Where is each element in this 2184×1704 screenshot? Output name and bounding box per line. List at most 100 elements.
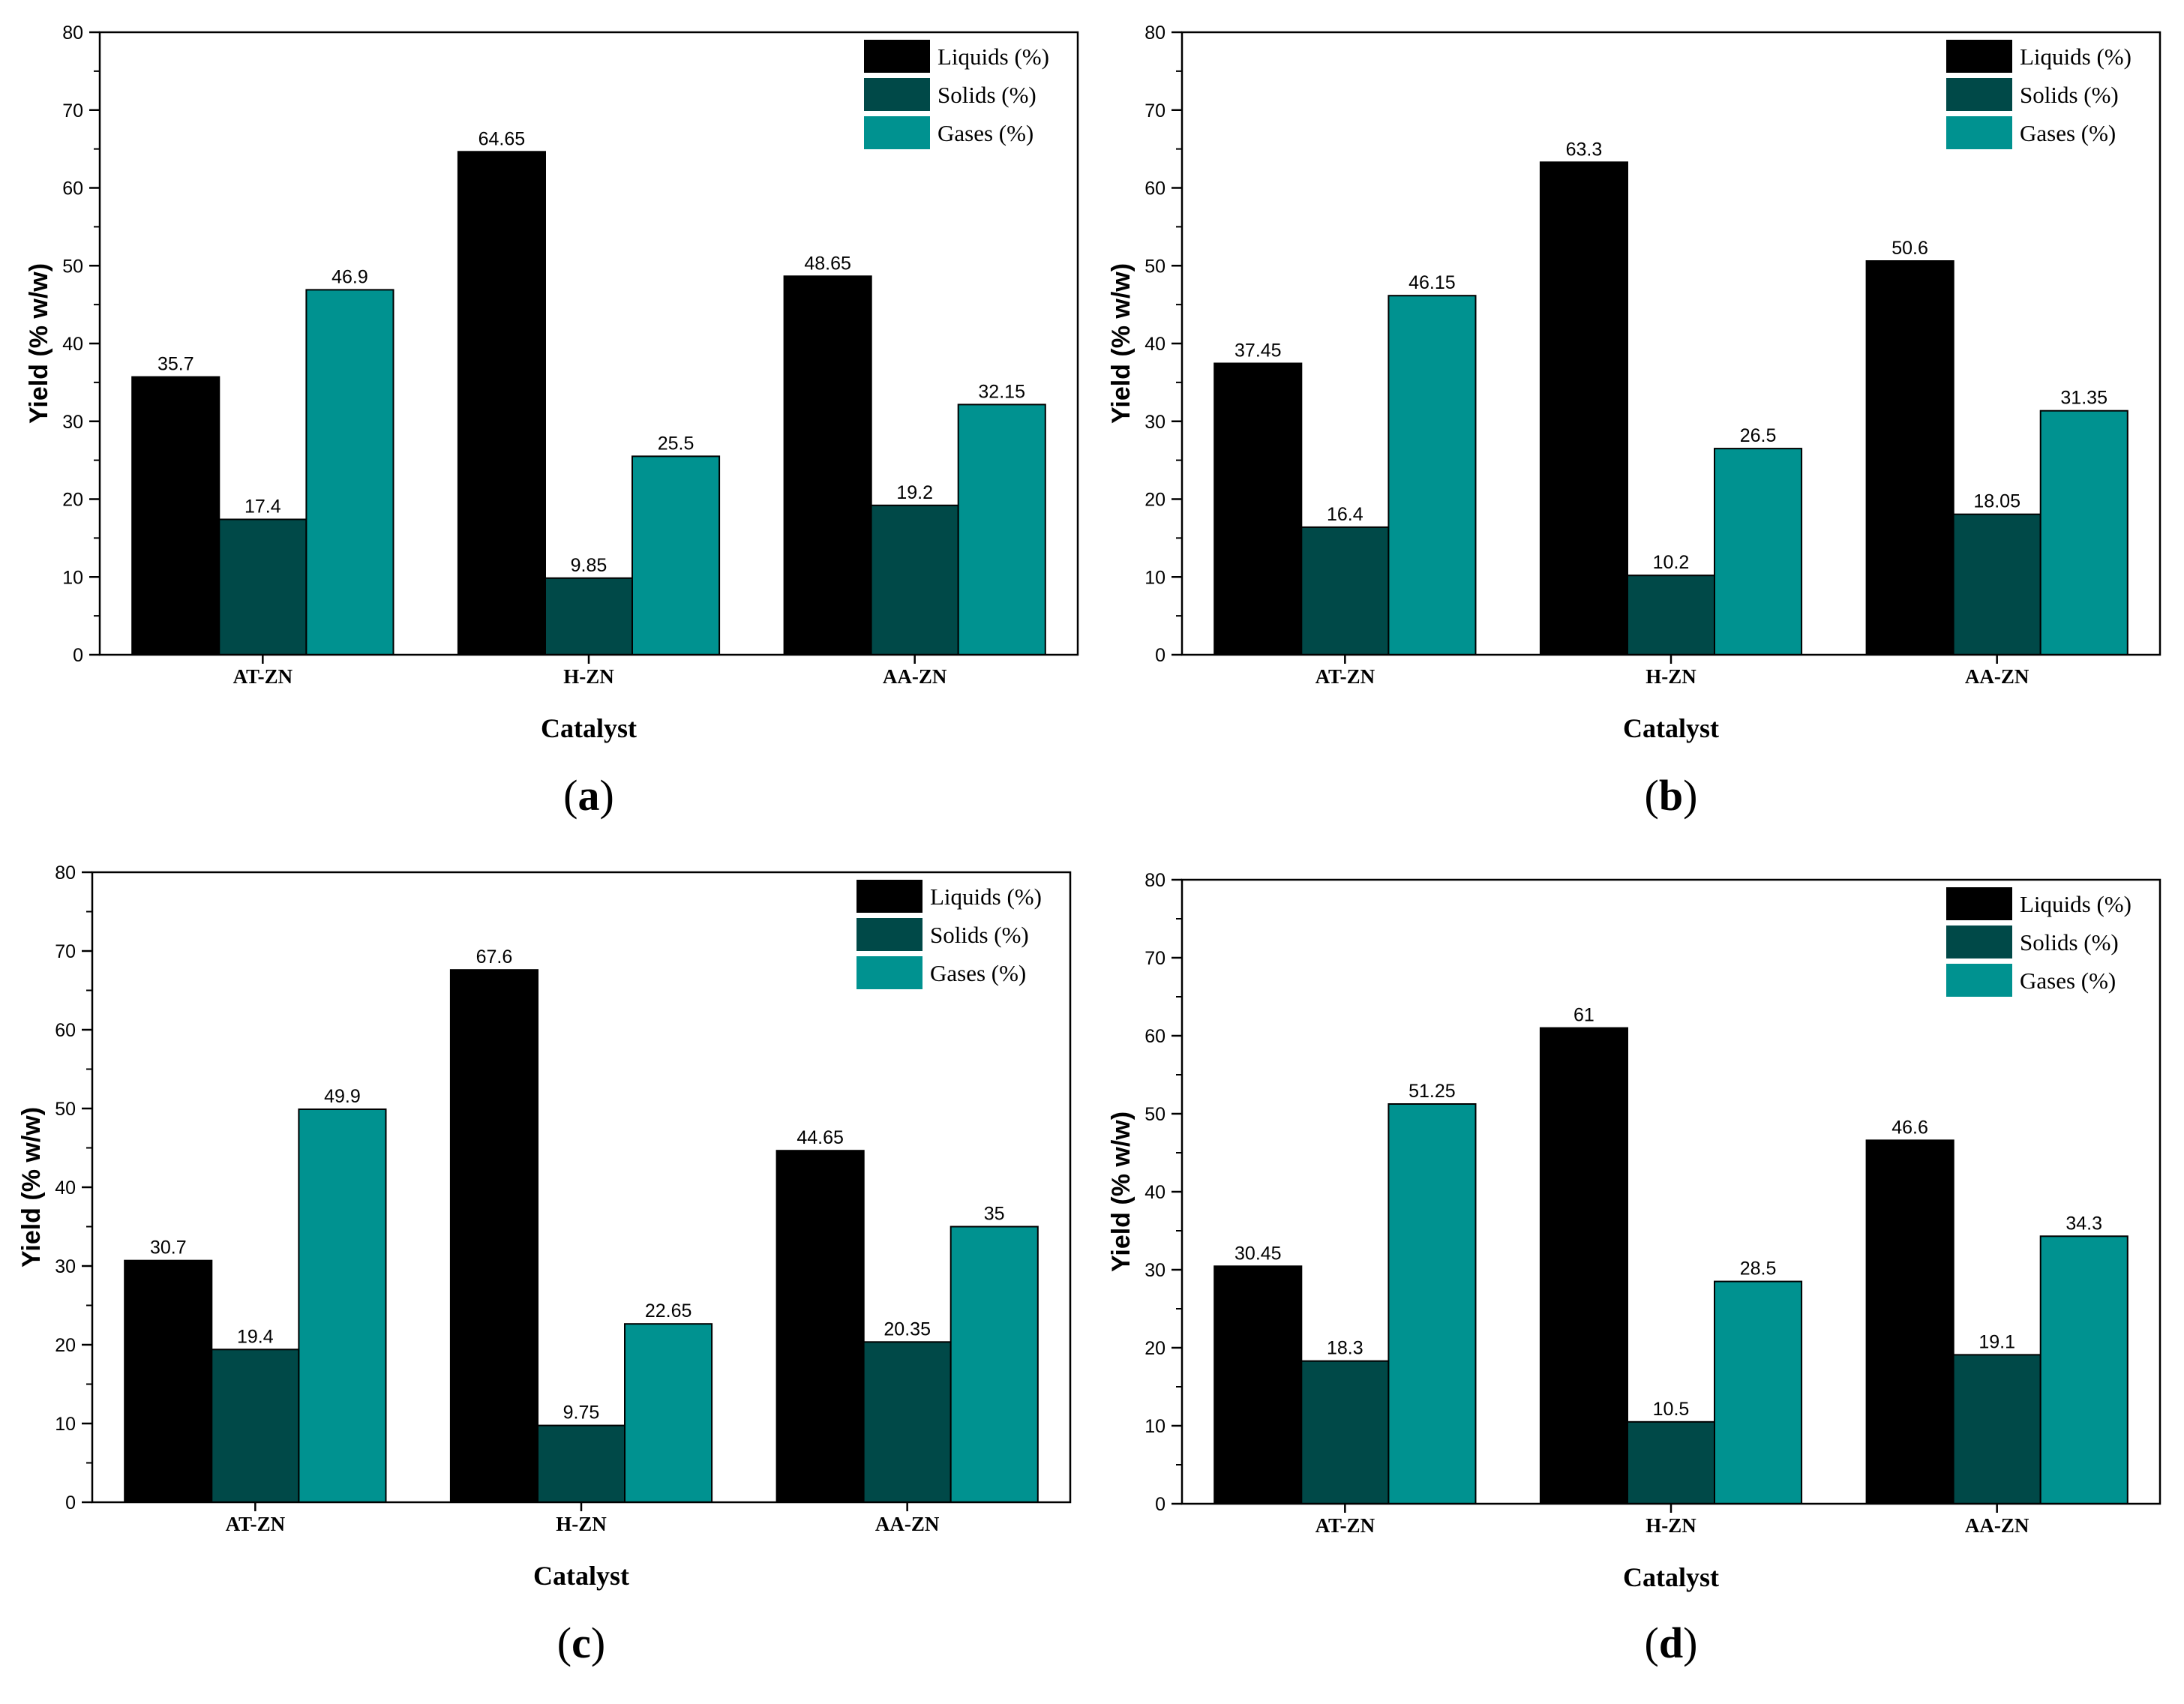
bar-liquids-h-zn bbox=[449, 969, 539, 1503]
bar-gases-aa-zn bbox=[957, 404, 1046, 656]
legend-swatch-liquids bbox=[1946, 40, 2012, 73]
bar-solids-at-zn bbox=[1300, 526, 1390, 656]
data-label: 61 bbox=[1574, 1005, 1594, 1026]
bar-solids-h-zn bbox=[1627, 574, 1716, 656]
y-tick-label: 0 bbox=[1155, 645, 1166, 666]
bar-gases-at-zn bbox=[305, 289, 394, 656]
bar-liquids-at-zn bbox=[1214, 1265, 1303, 1505]
legend-swatch-solids bbox=[856, 918, 922, 951]
bar-gases-h-zn bbox=[1714, 1280, 1803, 1504]
data-label: 50.6 bbox=[1892, 238, 1928, 259]
x-category-label: AT-ZN bbox=[233, 665, 293, 688]
x-category-label: AT-ZN bbox=[1316, 1514, 1376, 1537]
legend-label-liquids: Liquids (%) bbox=[2020, 891, 2132, 917]
chart-panel-a: 35.7 64.65 48.65 17.4 9.85 19.2 46.9 25.5 32.15 0… bbox=[25, 22, 1079, 820]
y-tick-label: 40 bbox=[1144, 334, 1166, 355]
bar-liquids-aa-zn bbox=[1865, 1139, 1954, 1505]
legend-swatch-liquids bbox=[864, 40, 930, 73]
x-axis-title: Catalyst bbox=[533, 1561, 629, 1591]
legend-label-solids: Solids (%) bbox=[930, 922, 1029, 948]
data-label: 34.3 bbox=[2066, 1213, 2102, 1234]
y-tick-label: 50 bbox=[62, 256, 83, 277]
y-axis-title: Yield (% w/w) bbox=[25, 263, 53, 424]
legend-swatch-liquids bbox=[856, 880, 922, 913]
bar-solids-h-zn bbox=[1627, 1420, 1716, 1505]
y-tick-label: 70 bbox=[55, 941, 76, 962]
data-label: 32.15 bbox=[978, 381, 1025, 402]
chart-panel-d: 30.45 61 46.6 18.3 10.5 19.1 51.25 28.5 34.3 0 10 2… bbox=[1107, 870, 2162, 1667]
bar-gases-at-zn bbox=[1388, 295, 1477, 656]
y-tick-label: 20 bbox=[62, 490, 83, 511]
data-label: 22.65 bbox=[645, 1300, 692, 1322]
data-label: 46.15 bbox=[1408, 272, 1456, 293]
data-label: 30.7 bbox=[150, 1238, 187, 1258]
legend-swatch-solids bbox=[1946, 78, 2012, 111]
x-axis-title: Catalyst bbox=[1623, 1562, 1719, 1592]
data-label: 44.65 bbox=[796, 1127, 844, 1148]
bar-solids-at-zn bbox=[218, 518, 308, 656]
y-tick-label: 60 bbox=[55, 1020, 76, 1041]
x-axis-title: Catalyst bbox=[541, 713, 637, 743]
data-label: 37.45 bbox=[1234, 340, 1282, 362]
bar-gases-aa-zn bbox=[2039, 1235, 2128, 1505]
x-category-label: H-ZN bbox=[1646, 1514, 1696, 1537]
data-label: 10.5 bbox=[1653, 1399, 1690, 1420]
legend-swatch-solids bbox=[1946, 926, 2012, 958]
y-tick-label: 10 bbox=[1144, 567, 1166, 588]
y-tick-label: 70 bbox=[1144, 948, 1166, 969]
data-label: 28.5 bbox=[1740, 1258, 1777, 1280]
legend-swatch-gases bbox=[1946, 964, 2012, 997]
data-label: 9.85 bbox=[571, 555, 608, 576]
legend-label-gases: Gases (%) bbox=[2020, 120, 2116, 146]
bar-solids-at-zn bbox=[211, 1348, 300, 1504]
x-category-label: AA-ZN bbox=[883, 665, 947, 688]
data-label: 19.1 bbox=[1978, 1331, 2015, 1352]
data-label: 46.6 bbox=[1892, 1117, 1928, 1138]
x-category-label: H-ZN bbox=[556, 1513, 607, 1535]
panel-label: (b) bbox=[1645, 771, 1698, 820]
data-label: 48.65 bbox=[804, 253, 851, 274]
y-tick-label: 20 bbox=[1144, 490, 1166, 511]
y-tick-label: 70 bbox=[62, 100, 83, 122]
legend-swatch-liquids bbox=[1946, 887, 2012, 920]
bar-gases-aa-zn bbox=[2039, 410, 2128, 656]
bar-liquids-aa-zn bbox=[776, 1150, 865, 1503]
data-label: 35.7 bbox=[158, 354, 194, 375]
bar-gases-h-zn bbox=[1714, 448, 1803, 656]
bar-solids-aa-zn bbox=[870, 504, 959, 656]
y-tick-label: 30 bbox=[62, 412, 83, 433]
y-tick-label: 10 bbox=[55, 1414, 76, 1435]
y-tick-label: 0 bbox=[65, 1492, 76, 1514]
data-label: 20.35 bbox=[884, 1318, 931, 1340]
data-label: 9.75 bbox=[563, 1402, 600, 1424]
bar-gases-aa-zn bbox=[950, 1226, 1039, 1503]
data-label: 30.45 bbox=[1234, 1243, 1282, 1264]
bar-liquids-aa-zn bbox=[783, 275, 872, 656]
legend-label-solids: Solids (%) bbox=[2020, 929, 2119, 956]
y-tick-label: 50 bbox=[1144, 256, 1166, 277]
chart-panel-b: 37.45 63.3 50.6 16.4 10.2 18.05 46.15 26.5 31.35… bbox=[1107, 22, 2162, 820]
data-label: 63.3 bbox=[1566, 139, 1603, 160]
data-label: 35 bbox=[984, 1204, 1005, 1225]
legend-label-gases: Gases (%) bbox=[930, 960, 1026, 986]
x-axis-title: Catalyst bbox=[1623, 713, 1719, 743]
y-tick-label: 10 bbox=[1144, 1416, 1166, 1437]
x-category-label: AA-ZN bbox=[875, 1513, 940, 1535]
bar-liquids-aa-zn bbox=[1865, 260, 1954, 656]
y-tick-label: 80 bbox=[1144, 870, 1166, 891]
legend-label-liquids: Liquids (%) bbox=[930, 884, 1042, 910]
data-label: 25.5 bbox=[658, 433, 694, 454]
y-tick-label: 0 bbox=[73, 645, 83, 666]
y-tick-label: 10 bbox=[62, 567, 83, 588]
data-label: 49.9 bbox=[324, 1086, 361, 1107]
bar-solids-aa-zn bbox=[1952, 1354, 2042, 1505]
data-label: 19.4 bbox=[237, 1326, 274, 1347]
y-axis-title: Yield (% w/w) bbox=[1107, 263, 1136, 424]
legend-label-solids: Solids (%) bbox=[938, 82, 1036, 108]
legend-swatch-gases bbox=[856, 956, 922, 989]
data-label: 17.4 bbox=[244, 496, 281, 518]
x-category-label: AT-ZN bbox=[226, 1513, 286, 1535]
bar-solids-aa-zn bbox=[1952, 513, 2042, 656]
y-tick-label: 30 bbox=[55, 1256, 76, 1277]
